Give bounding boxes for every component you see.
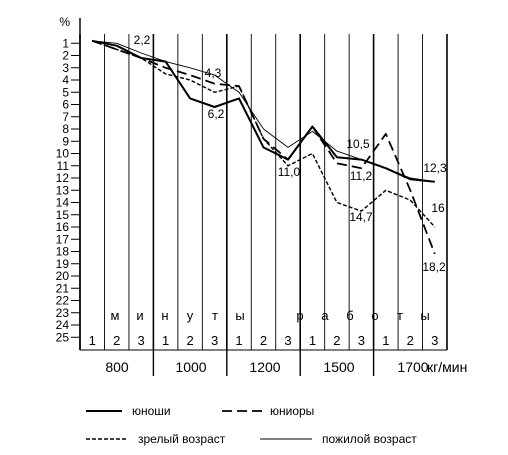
x-group-label: 1200 <box>249 359 280 375</box>
data-label: 12,3 <box>423 161 447 175</box>
legend-label: зрелый возраст <box>138 432 226 446</box>
y-tick-label: 24 <box>56 318 70 332</box>
series-line <box>91 40 436 228</box>
phrase-letter: ы <box>420 308 429 323</box>
x-subcategory-label: 3 <box>211 333 218 348</box>
x-subcategory-label: 1 <box>89 333 96 348</box>
x-subcategory-label: 3 <box>358 333 365 348</box>
y-tick-label: 12 <box>56 171 70 185</box>
grid-lines <box>79 34 448 376</box>
data-label: 16 <box>431 201 445 215</box>
data-label: 4,3 <box>205 66 222 80</box>
x-subcategory-label: 3 <box>431 333 438 348</box>
x-subcategory-label: 1 <box>309 333 316 348</box>
y-tick-label: 15 <box>56 208 70 222</box>
legend-label: юниоры <box>270 404 314 418</box>
y-tick-label: 8 <box>62 122 69 136</box>
y-tick-label: 23 <box>56 306 70 320</box>
x-subcategory-label: 1 <box>235 333 242 348</box>
y-tick-label: 7 <box>62 110 69 124</box>
x-subcategory-label: 2 <box>113 333 120 348</box>
series-line <box>92 40 435 183</box>
phrase-letter: т <box>397 308 403 323</box>
y-unit-label: % <box>59 15 70 29</box>
y-tick-label: 3 <box>62 61 69 75</box>
x-subcategory-label: 3 <box>138 333 145 348</box>
y-tick-label: 2 <box>62 49 69 63</box>
x-group-label: 1000 <box>175 359 206 375</box>
legend: юноши юниоры зрелый возраст пожилой возраст <box>86 404 417 446</box>
data-label: 14,7 <box>349 210 373 224</box>
data-label: 18,2 <box>422 260 446 274</box>
phrase-letter: у <box>187 308 194 323</box>
x-subcategory-label: 2 <box>186 333 193 348</box>
y-tick-label: 6 <box>62 98 69 112</box>
series-line <box>92 39 435 183</box>
data-label: 11,2 <box>350 169 373 183</box>
y-tick-label: 5 <box>62 85 69 99</box>
y-tick-label: 25 <box>56 330 70 344</box>
y-tick-label: 19 <box>56 257 70 271</box>
y-tick-label: 21 <box>56 281 70 295</box>
chart-labels: м и н у т ы р а б о т ы 1 2 3 1 2 3 1 2 3 1 2 3 1 2 3 800 1000 1200 15… <box>89 33 468 375</box>
x-subcategory-label: 1 <box>382 333 389 348</box>
data-label: 10,5 <box>346 137 370 151</box>
y-tick-label: 10 <box>56 147 70 161</box>
x-group-label: 800 <box>105 359 129 375</box>
x-subcategory-label: 1 <box>162 333 169 348</box>
x-group-label: 1700 <box>397 359 428 375</box>
phrase-letter: ы <box>235 308 244 323</box>
legend-label: юноши <box>132 404 171 418</box>
x-group-label: 1500 <box>323 359 354 375</box>
phrase-letter: р <box>296 308 303 323</box>
x-subcategory-label: 2 <box>260 333 267 348</box>
phrase-letter: т <box>212 308 218 323</box>
data-label: 6,2 <box>208 107 225 121</box>
y-tick-label: 18 <box>56 245 70 259</box>
x-subcategory-label: 2 <box>407 333 414 348</box>
y-tick-label: 13 <box>56 183 70 197</box>
phrase-letter: и <box>136 308 143 323</box>
y-tick-label: 11 <box>57 159 70 173</box>
y-tick-label: 9 <box>62 134 69 148</box>
data-label: 11,0 <box>278 165 301 179</box>
y-tick-label: 16 <box>56 220 70 234</box>
phrase-letter: м <box>111 308 120 323</box>
y-tick-label: 1 <box>62 36 69 50</box>
y-tick-label: 4 <box>62 73 69 87</box>
x-unit-label: кг/мин <box>427 359 467 375</box>
y-tick-label: 17 <box>56 232 70 246</box>
x-subcategory-label: 2 <box>333 333 340 348</box>
phrase-letter: б <box>346 308 353 323</box>
y-tick-label: 20 <box>56 269 70 283</box>
legend-label: пожилой возраст <box>322 432 417 446</box>
y-tick-label: 14 <box>56 196 70 210</box>
series-layer <box>91 39 436 255</box>
axes: %123456789101112131415161718192021222324… <box>56 15 447 351</box>
data-label: 2,2 <box>134 33 151 47</box>
phrase-letter: а <box>321 308 329 323</box>
x-subcategory-label: 3 <box>284 333 291 348</box>
phrase-letter: о <box>371 308 378 323</box>
phrase-letter: н <box>161 308 168 323</box>
y-tick-label: 22 <box>56 294 70 308</box>
